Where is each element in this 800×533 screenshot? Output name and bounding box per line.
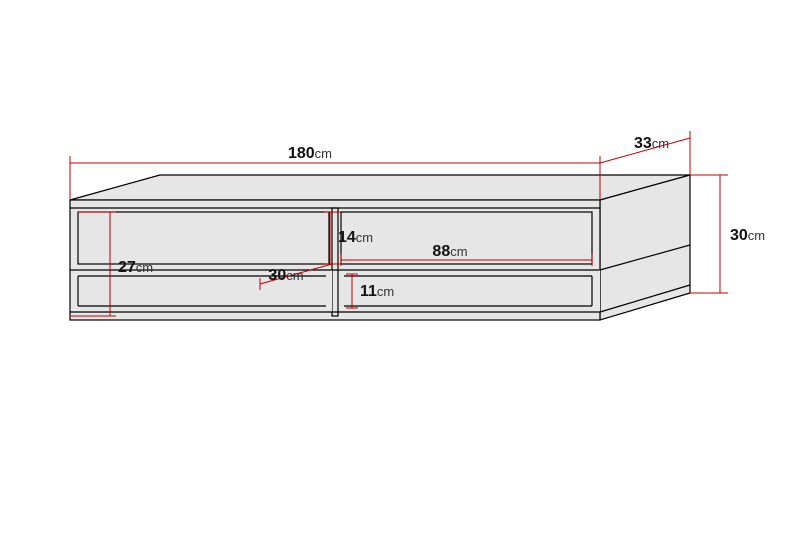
label-height-left: 27 [118, 259, 136, 276]
dim-height-right [690, 175, 728, 293]
svg-text:180cm: 180cm [288, 145, 332, 162]
svg-text:88cm: 88cm [432, 243, 467, 260]
svg-text:11cm: 11cm [360, 283, 394, 300]
label-depth-top: 33 [634, 135, 652, 152]
label-height-right: 30 [730, 227, 748, 244]
label-drawer-w: 88 [432, 243, 450, 260]
label-shelf-h: 11 [360, 283, 377, 300]
dimension-diagram: 180cm 33cm 30cm 27cm 14cm 30cm 88cm 11cm [0, 0, 800, 533]
label-inner-depth: 30 [268, 267, 286, 284]
label-drawer-h: 14 [338, 229, 356, 246]
label-width-top: 180 [288, 145, 315, 162]
svg-text:30cm: 30cm [268, 267, 303, 284]
svg-text:33cm: 33cm [634, 135, 669, 152]
svg-text:14cm: 14cm [338, 229, 373, 246]
svg-text:30cm: 30cm [730, 227, 765, 244]
svg-text:27cm: 27cm [118, 259, 153, 276]
